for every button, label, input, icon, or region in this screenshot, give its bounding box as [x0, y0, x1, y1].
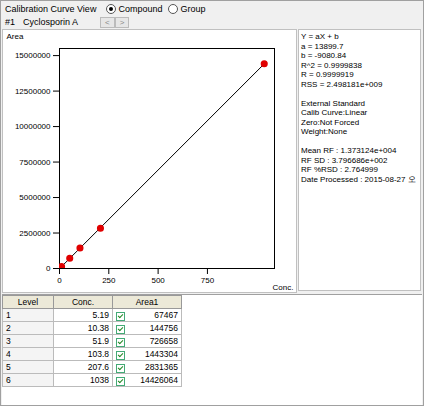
html-text:Date Processed : 2015-08-27 오: Date Processed : 2015-08-27 오: [301, 174, 416, 184]
html-text:6: 6: [6, 375, 11, 385]
svg-text:Area: Area: [7, 32, 24, 41]
html-text:a = 13899.7: a = 13899.7: [301, 41, 344, 51]
svg-text:0: 0: [46, 264, 51, 273]
svg-text:12500000: 12500000: [15, 87, 51, 96]
html-text:RF %RSD : 2.764999: RF %RSD : 2.764999: [301, 165, 378, 174]
html-text:4: 4: [6, 349, 11, 359]
html-text:726658: 726658: [149, 335, 178, 346]
html-text:103.8: 103.8: [87, 349, 109, 359]
html-text:Group: Group: [180, 3, 206, 14]
html-text:144756: 144756: [149, 322, 178, 333]
html-text:5: 5: [6, 362, 11, 372]
html-text:Mean RF : 1.373124e+004: Mean RF : 1.373124e+004: [301, 146, 397, 155]
html-text:51.9: 51.9: [92, 336, 109, 346]
html-text:Weight:None: Weight:None: [301, 127, 348, 136]
html-text:1: 1: [6, 310, 11, 320]
html-text:#1: #1: [5, 17, 15, 27]
html-text:Area1: Area1: [135, 297, 159, 307]
svg-text:750: 750: [201, 276, 215, 285]
html-text:R^2 = 0.9999838: R^2 = 0.9999838: [301, 60, 362, 70]
svg-text:0: 0: [57, 276, 62, 285]
html-text:1038: 1038: [90, 375, 109, 385]
html-text:Calibration Curve View: Calibration Curve View: [5, 4, 97, 14]
svg-text:10000000: 10000000: [15, 122, 51, 131]
html-text:External Standard: External Standard: [301, 98, 365, 108]
svg-text:15000000: 15000000: [15, 51, 51, 60]
html-text:5.19: 5.19: [92, 310, 109, 320]
html-text:2: 2: [6, 323, 11, 333]
svg-text:5000000: 5000000: [19, 193, 51, 202]
html-text:Compound: Compound: [118, 3, 163, 14]
html-text:Zero:Not Forced: Zero:Not Forced: [301, 117, 360, 127]
html-text:2831365: 2831365: [144, 361, 178, 372]
html-text:Level: Level: [17, 297, 39, 307]
html-text:Cyclosporin A: Cyclosporin A: [23, 17, 78, 27]
html-text:Y = aX + b: Y = aX + b: [301, 32, 339, 41]
html-text:67467: 67467: [154, 309, 178, 320]
html-text:1443304: 1443304: [144, 348, 178, 359]
html-text:R = 0.9999919: R = 0.9999919: [301, 70, 354, 79]
svg-text:250: 250: [102, 276, 116, 285]
html-text:RF SD : 3.796686e+002: RF SD : 3.796686e+002: [301, 155, 388, 165]
html-text:207.6: 207.6: [87, 362, 109, 372]
svg-text:2500000: 2500000: [19, 229, 51, 238]
html-text:b = -9080.84: b = -9080.84: [301, 51, 347, 60]
svg-text:Conc.: Conc.: [273, 283, 294, 292]
html-text:10.38: 10.38: [87, 323, 109, 333]
html-text:3: 3: [6, 336, 11, 346]
svg-text:7500000: 7500000: [19, 158, 51, 167]
html-text:14426064: 14426064: [140, 374, 178, 385]
html-text:Conc.: Conc.: [71, 297, 95, 307]
html-text:RSS = 2.498181e+009: RSS = 2.498181e+009: [301, 79, 383, 89]
html-text:Calib Curve:Linear: Calib Curve:Linear: [301, 108, 368, 117]
svg-text:500: 500: [151, 276, 165, 285]
